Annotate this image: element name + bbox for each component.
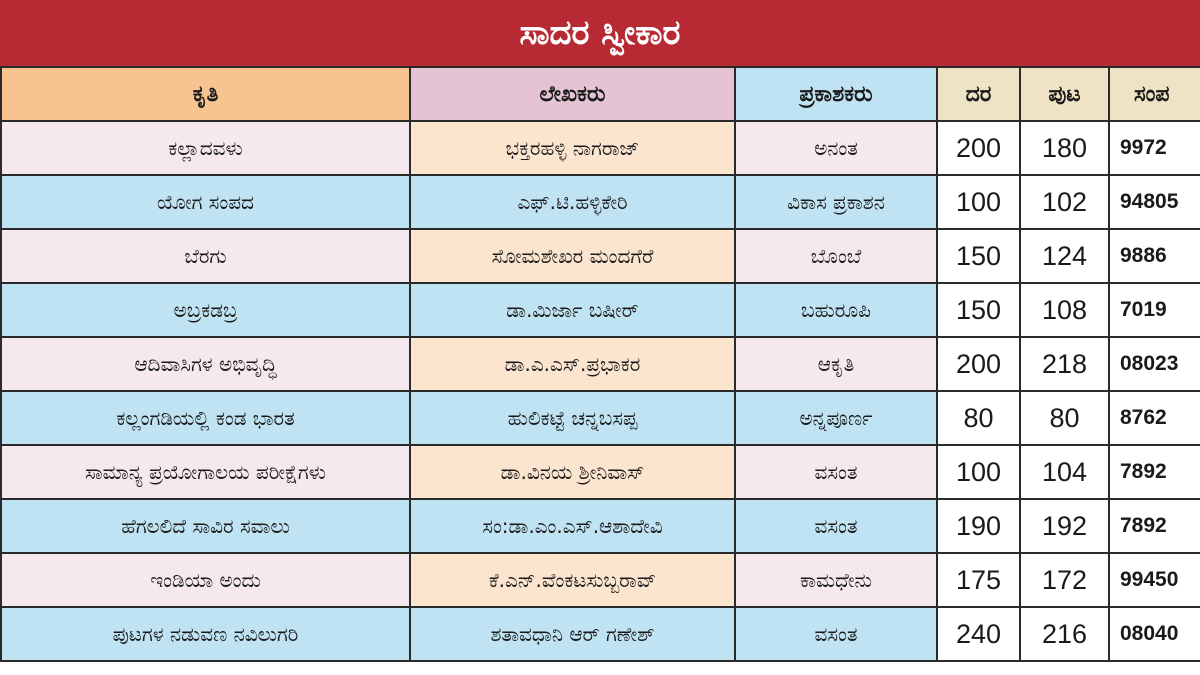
pages-cell: 192	[1019, 498, 1110, 554]
price-cell: 100	[936, 174, 1021, 230]
author-cell: ಕೆ.ಎನ್.ವೆಂಕಟಸುಬ್ಬರಾವ್	[409, 552, 736, 608]
pages-cell: 172	[1019, 552, 1110, 608]
price-cell: 80	[936, 390, 1021, 446]
contact-cell: 9972	[1108, 120, 1200, 176]
publisher-cell: ವಸಂತ	[734, 444, 938, 500]
book-title-cell: ಪುಟಗಳ ನಡುವಣ ನವಿಲುಗರಿ	[0, 606, 411, 662]
pages-cell: 216	[1019, 606, 1110, 662]
table-row: ಕಲ್ಲಂಗಡಿಯಲ್ಲಿ ಕಂಡ ಭಾರತ ಹುಲಿಕಟ್ಟೆ ಚನ್ನಬಸಪ…	[0, 390, 1200, 446]
publisher-cell: ಆಕೃತಿ	[734, 336, 938, 392]
pages-cell: 108	[1019, 282, 1110, 338]
header-pages: ಪುಟ	[1019, 66, 1110, 122]
page-title: ಸಾದರ ಸ್ವೀಕಾರ	[519, 13, 681, 53]
pages-cell: 218	[1019, 336, 1110, 392]
author-cell: ಡಾ.ವಿನಯ ಶ್ರೀನಿವಾಸ್	[409, 444, 736, 500]
book-title-cell: ಹೆಗಲಲಿದೆ ಸಾವಿರ ಸವಾಲು	[0, 498, 411, 554]
table-header-row: ಕೃತಿ ಲೇಖಕರು ಪ್ರಕಾಶಕರು ದರ ಪುಟ ಸಂಪ	[0, 66, 1200, 122]
book-title-cell: ಯೋಗ ಸಂಪದ	[0, 174, 411, 230]
table-row: ಬೆರಗು ಸೋಮಶೇಖರ ಮಂದಗೆರೆ ಬೊಂಬೆ 150 124 9886	[0, 228, 1200, 284]
book-title-cell: ಬೆರಗು	[0, 228, 411, 284]
author-cell: ಹುಲಿಕಟ್ಟೆ ಚನ್ನಬಸಪ್ಪ	[409, 390, 736, 446]
header-contact: ಸಂಪ	[1108, 66, 1200, 122]
contact-cell: 7892	[1108, 444, 1200, 500]
book-title-cell: ಕಲ್ಲಾದವಳು	[0, 120, 411, 176]
publisher-cell: ಅನ್ನಪೂರ್ಣ	[734, 390, 938, 446]
price-cell: 175	[936, 552, 1021, 608]
author-cell: ಸೋಮಶೇಖರ ಮಂದಗೆರೆ	[409, 228, 736, 284]
pages-cell: 104	[1019, 444, 1110, 500]
pages-cell: 80	[1019, 390, 1110, 446]
publisher-cell: ವಸಂತ	[734, 606, 938, 662]
contact-cell: 08023	[1108, 336, 1200, 392]
page-title-banner: ಸಾದರ ಸ್ವೀಕಾರ	[0, 0, 1200, 66]
price-cell: 100	[936, 444, 1021, 500]
header-title: ಕೃತಿ	[0, 66, 411, 122]
contact-cell: 9886	[1108, 228, 1200, 284]
header-publisher: ಪ್ರಕಾಶಕರು	[734, 66, 938, 122]
book-title-cell: ಸಾಮಾನ್ಯ ಪ್ರಯೋಗಾಲಯ ಪರೀಕ್ಷೆಗಳು	[0, 444, 411, 500]
received-books-table: ಕೃತಿ ಲೇಖಕರು ಪ್ರಕಾಶಕರು ದರ ಪುಟ ಸಂಪ ಕಲ್ಲಾದವ…	[0, 66, 1200, 662]
author-cell: ಎಫ್.ಟಿ.ಹಳ್ಳಿಕೇರಿ	[409, 174, 736, 230]
contact-cell: 99450	[1108, 552, 1200, 608]
author-cell: ಭಕ್ತರಹಳ್ಳಿ ನಾಗರಾಜ್	[409, 120, 736, 176]
table-row: ಅಬ್ರಕಡಬ್ರ ಡಾ.ಮಿರ್ಜಾ ಬಷೀರ್ ಬಹುರೂಪಿ 150 10…	[0, 282, 1200, 338]
price-cell: 200	[936, 336, 1021, 392]
contact-cell: 7019	[1108, 282, 1200, 338]
price-cell: 200	[936, 120, 1021, 176]
author-cell: ಡಾ.ಮಿರ್ಜಾ ಬಷೀರ್	[409, 282, 736, 338]
table-row: ಕಲ್ಲಾದವಳು ಭಕ್ತರಹಳ್ಳಿ ನಾಗರಾಜ್ ಅನಂತ 200 18…	[0, 120, 1200, 176]
table-row: ಪುಟಗಳ ನಡುವಣ ನವಿಲುಗರಿ ಶತಾವಧಾನಿ ಆರ್ ಗಣೇಶ್ …	[0, 606, 1200, 662]
price-cell: 150	[936, 282, 1021, 338]
contact-cell: 08040	[1108, 606, 1200, 662]
header-author: ಲೇಖಕರು	[409, 66, 736, 122]
contact-cell: 8762	[1108, 390, 1200, 446]
contact-cell: 94805	[1108, 174, 1200, 230]
price-cell: 190	[936, 498, 1021, 554]
book-title-cell: ಕಲ್ಲಂಗಡಿಯಲ್ಲಿ ಕಂಡ ಭಾರತ	[0, 390, 411, 446]
book-title-cell: ಆದಿವಾಸಿಗಳ ಅಭಿವೃದ್ಧಿ	[0, 336, 411, 392]
author-cell: ಡಾ.ಎ.ಎಸ್.ಪ್ರಭಾಕರ	[409, 336, 736, 392]
publisher-cell: ಅನಂತ	[734, 120, 938, 176]
book-title-cell: ಅಬ್ರಕಡಬ್ರ	[0, 282, 411, 338]
pages-cell: 102	[1019, 174, 1110, 230]
header-price: ದರ	[936, 66, 1021, 122]
pages-cell: 124	[1019, 228, 1110, 284]
publisher-cell: ವಸಂತ	[734, 498, 938, 554]
table-row: ಯೋಗ ಸಂಪದ ಎಫ್.ಟಿ.ಹಳ್ಳಿಕೇರಿ ವಿಕಾಸ ಪ್ರಕಾಶನ …	[0, 174, 1200, 230]
author-cell: ಸಂ:ಡಾ.ಎಂ.ಎಸ್.ಆಶಾದೇವಿ	[409, 498, 736, 554]
contact-cell: 7892	[1108, 498, 1200, 554]
publisher-cell: ಬೊಂಬೆ	[734, 228, 938, 284]
publisher-cell: ಕಾಮಧೇನು	[734, 552, 938, 608]
publisher-cell: ಬಹುರೂಪಿ	[734, 282, 938, 338]
publisher-cell: ವಿಕಾಸ ಪ್ರಕಾಶನ	[734, 174, 938, 230]
book-title-cell: ಇಂಡಿಯಾ ಅಂದು	[0, 552, 411, 608]
table-row: ಹೆಗಲಲಿದೆ ಸಾವಿರ ಸವಾಲು ಸಂ:ಡಾ.ಎಂ.ಎಸ್.ಆಶಾದೇವ…	[0, 498, 1200, 554]
table-row: ಸಾಮಾನ್ಯ ಪ್ರಯೋಗಾಲಯ ಪರೀಕ್ಷೆಗಳು ಡಾ.ವಿನಯ ಶ್ರ…	[0, 444, 1200, 500]
author-cell: ಶತಾವಧಾನಿ ಆರ್ ಗಣೇಶ್	[409, 606, 736, 662]
price-cell: 240	[936, 606, 1021, 662]
table-row: ಆದಿವಾಸಿಗಳ ಅಭಿವೃದ್ಧಿ ಡಾ.ಎ.ಎಸ್.ಪ್ರಭಾಕರ ಆಕೃ…	[0, 336, 1200, 392]
table-row: ಇಂಡಿಯಾ ಅಂದು ಕೆ.ಎನ್.ವೆಂಕಟಸುಬ್ಬರಾವ್ ಕಾಮಧೇನ…	[0, 552, 1200, 608]
price-cell: 150	[936, 228, 1021, 284]
pages-cell: 180	[1019, 120, 1110, 176]
